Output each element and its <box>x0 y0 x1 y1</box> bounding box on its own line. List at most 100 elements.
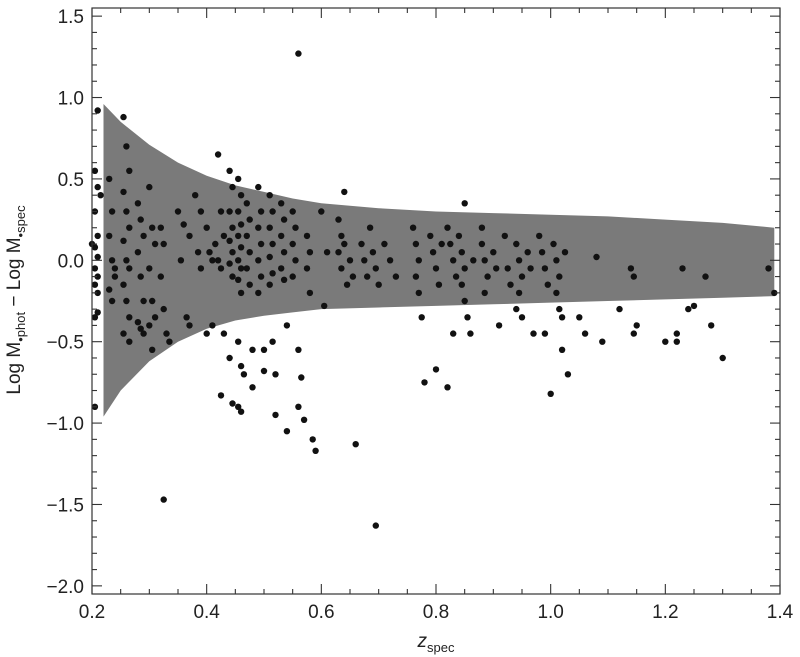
plot-area <box>88 50 778 529</box>
data-point <box>94 232 101 240</box>
uncertainty-band <box>103 104 775 417</box>
data-point <box>229 249 236 256</box>
data-point <box>292 224 299 231</box>
data-point <box>266 253 273 261</box>
data-point <box>226 167 233 174</box>
data-point <box>289 273 296 280</box>
data-point <box>269 240 276 248</box>
data-point <box>235 175 242 183</box>
data-point <box>558 346 566 353</box>
x-tick-label: 0.6 <box>308 602 334 623</box>
data-point <box>235 338 242 345</box>
data-point <box>392 273 400 280</box>
data-point <box>157 273 164 280</box>
data-point <box>235 232 242 240</box>
data-point <box>452 273 460 280</box>
data-point <box>544 281 551 288</box>
data-point <box>183 314 190 321</box>
data-point <box>192 192 199 199</box>
data-point <box>126 265 133 272</box>
data-point <box>140 330 147 337</box>
data-point <box>461 265 468 272</box>
data-point <box>338 232 345 240</box>
data-point <box>197 265 205 272</box>
x-tick-label: 0.4 <box>193 602 220 623</box>
data-point <box>123 208 130 215</box>
data-point <box>137 216 144 223</box>
x-tick-label: 1.0 <box>537 602 563 623</box>
data-point <box>214 151 222 158</box>
data-point <box>260 367 268 375</box>
data-point <box>298 374 305 381</box>
data-point <box>438 240 445 248</box>
x-tick-label: 1.4 <box>767 602 794 623</box>
data-point <box>278 265 285 272</box>
data-point <box>106 175 113 183</box>
data-point <box>599 338 606 345</box>
data-point <box>257 240 265 248</box>
data-point <box>126 224 133 231</box>
data-point <box>673 338 680 345</box>
data-point <box>444 224 451 231</box>
data-point <box>343 281 351 288</box>
data-point <box>504 265 511 272</box>
data-point <box>409 224 417 231</box>
data-point <box>455 232 463 240</box>
data-point <box>507 281 514 288</box>
data-point <box>134 249 142 256</box>
data-point <box>203 224 210 231</box>
data-point <box>106 286 113 293</box>
data-point <box>289 208 296 215</box>
data-point <box>157 224 164 231</box>
data-point <box>673 330 680 337</box>
data-point <box>91 281 99 288</box>
y-tick-label: 1.5 <box>58 7 84 28</box>
data-point <box>372 265 379 272</box>
data-point <box>412 240 420 248</box>
data-point <box>530 330 537 337</box>
data-point <box>269 270 276 277</box>
data-point <box>243 200 250 207</box>
data-point <box>257 208 265 215</box>
data-point <box>283 322 291 329</box>
data-point <box>108 257 116 264</box>
data-point <box>160 240 167 248</box>
data-point <box>381 240 388 248</box>
data-point <box>120 330 127 337</box>
data-point <box>429 249 437 256</box>
data-point <box>229 400 236 407</box>
data-point <box>260 346 268 353</box>
data-point <box>765 265 772 272</box>
data-point <box>137 325 144 332</box>
data-point <box>186 322 193 329</box>
data-point <box>527 265 534 272</box>
data-point <box>91 314 99 321</box>
data-point <box>220 232 228 240</box>
data-point <box>450 330 457 337</box>
data-point <box>412 273 420 280</box>
data-point <box>515 289 523 297</box>
data-point <box>246 249 253 256</box>
data-point <box>108 208 116 215</box>
data-point <box>240 371 248 378</box>
data-point <box>338 265 345 272</box>
data-point <box>123 143 130 150</box>
data-point <box>203 330 210 337</box>
data-point <box>237 244 245 251</box>
y-tick-label: 1.0 <box>58 89 84 110</box>
y-tick-label: −1.0 <box>46 414 84 435</box>
data-point <box>421 379 428 386</box>
data-point <box>272 371 279 378</box>
data-point <box>266 192 273 199</box>
data-point <box>134 319 142 326</box>
data-point <box>278 200 285 207</box>
data-point <box>450 257 457 264</box>
data-point <box>458 249 465 256</box>
data-point <box>481 257 488 264</box>
data-point <box>515 257 523 264</box>
data-point <box>341 188 348 196</box>
data-point <box>630 330 637 337</box>
data-point <box>493 265 500 272</box>
data-point <box>226 260 233 267</box>
data-point <box>295 346 302 353</box>
